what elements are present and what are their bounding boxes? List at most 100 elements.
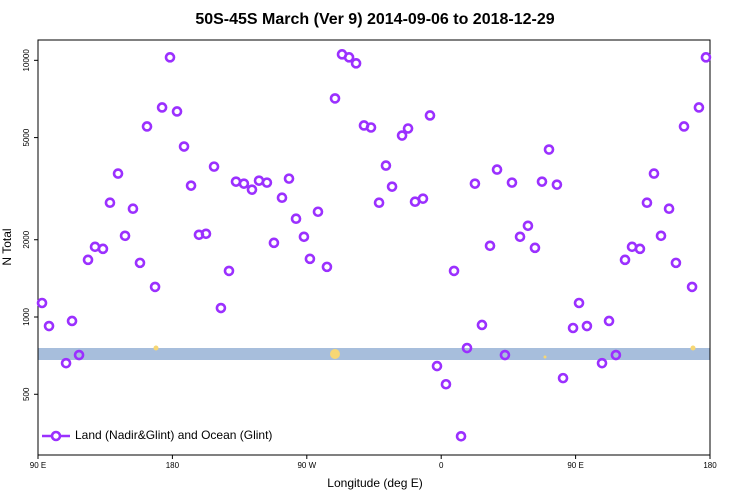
point: [417, 193, 429, 204]
point: [573, 297, 585, 309]
point: [73, 349, 85, 361]
point: [200, 228, 212, 240]
point: [448, 265, 460, 277]
x-tick-label: 90 W: [297, 461, 316, 470]
x-tick-label: 180: [166, 461, 180, 470]
x-axis-title: Longitude (deg E): [327, 476, 422, 490]
point: [119, 230, 131, 242]
x-tick-label: 90 E: [567, 461, 583, 470]
point: [246, 184, 258, 195]
point: [112, 168, 124, 179]
legend-label: Land (Nadir&Glint) and Ocean (Glint): [75, 428, 272, 442]
point: [134, 257, 146, 269]
point: [380, 160, 392, 171]
x-tick-label: 180: [703, 461, 717, 470]
point: [619, 254, 631, 266]
point: [663, 203, 675, 215]
point: [127, 203, 139, 215]
point: [215, 302, 227, 314]
legend-marker: [50, 430, 62, 442]
band: [38, 348, 710, 360]
point: [648, 168, 660, 179]
point: [268, 237, 280, 249]
point: [178, 141, 190, 152]
minor-point: [690, 345, 696, 351]
point: [149, 281, 161, 293]
point: [431, 360, 443, 372]
point: [321, 261, 333, 273]
point: [678, 121, 690, 132]
point: [686, 281, 698, 293]
point: [655, 230, 667, 242]
point: [603, 315, 615, 327]
point: [543, 144, 555, 155]
point: [343, 52, 355, 63]
point: [455, 430, 467, 442]
point: [156, 102, 168, 113]
point: [276, 192, 288, 204]
point: [424, 110, 436, 121]
point: [610, 349, 622, 361]
point: [551, 179, 563, 190]
point: [365, 122, 377, 133]
point: [514, 231, 526, 243]
point: [304, 253, 316, 265]
point: [43, 320, 55, 332]
y-axis-title: N Total: [0, 228, 14, 265]
point: [396, 130, 408, 141]
point: [670, 257, 682, 269]
point: [238, 178, 250, 189]
point: [141, 121, 153, 132]
point: [491, 164, 503, 175]
point: [469, 178, 481, 189]
point: [104, 197, 116, 209]
minor-point: [330, 349, 340, 359]
point: [208, 161, 220, 172]
point: [461, 342, 473, 354]
minor-point: [153, 345, 159, 351]
point: [402, 123, 414, 134]
point: [298, 231, 310, 243]
point: [312, 206, 324, 218]
point: [567, 322, 579, 334]
point: [373, 197, 385, 209]
point: [499, 349, 511, 361]
point: [223, 265, 235, 277]
point: [536, 176, 548, 187]
point: [522, 220, 534, 232]
point: [386, 181, 398, 192]
point: [36, 297, 48, 309]
point: [634, 243, 646, 255]
point: [484, 240, 496, 252]
x-tick-label: 90 E: [30, 461, 46, 470]
point: [82, 254, 94, 266]
point: [596, 357, 608, 369]
y-tick-label: 10000: [22, 49, 31, 72]
point: [66, 315, 78, 327]
y-tick-label: 500: [22, 387, 31, 401]
point: [283, 173, 295, 184]
y-tick-label: 2000: [22, 230, 31, 248]
point: [164, 52, 176, 63]
point: [97, 243, 109, 255]
point: [440, 378, 452, 390]
point: [529, 242, 541, 254]
y-tick-label: 5000: [22, 128, 31, 146]
point: [581, 320, 593, 332]
chart-title: 50S-45S March (Ver 9) 2014-09-06 to 2018…: [195, 11, 554, 28]
point: [700, 52, 712, 63]
point: [557, 372, 569, 384]
point: [261, 177, 273, 188]
y-tick-label: 1000: [22, 308, 31, 326]
point: [506, 177, 518, 188]
point: [60, 357, 72, 369]
point: [185, 180, 197, 191]
plot-frame: [37, 39, 711, 456]
point: [693, 102, 705, 113]
point: [171, 106, 183, 117]
point: [290, 213, 302, 225]
x-tick-label: 0: [439, 461, 444, 470]
point: [476, 319, 488, 331]
